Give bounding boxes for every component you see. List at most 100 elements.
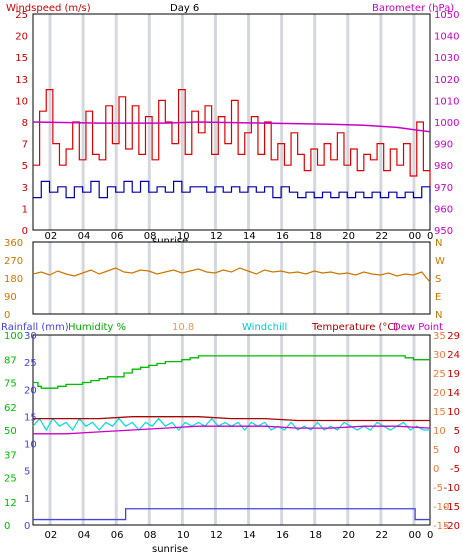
barometer-tick-label: 1040 [434,32,459,43]
rainfall-tick-label: 10 [24,440,37,451]
windspeed-series-line [33,89,431,187]
barometer-tick-label: 980 [434,161,453,172]
wind-panel-x-tick-label: 20 [342,231,355,242]
dewpoint-axis: -20 -15 -10 -5 0 5 10 14 19 24 29 [444,331,460,532]
temperature-series-line [33,416,430,422]
dewpoint-tick-label: -10 [444,483,460,494]
bottom-panel-x-tick-label: 04 [78,530,91,541]
windspeed-tick-label: 8 [22,118,28,129]
direction-degree-tick-label: 0 [4,310,10,321]
wind-panel-x-tick-label: 12 [210,231,223,242]
wind-panel-x-tick-label: 02 [45,231,58,242]
rainfall-tick-label: 30 [24,331,37,342]
temperature-tick-label: -5 [433,483,443,494]
rainfall-tick-label: 5 [24,467,30,478]
dewpoint-tick-label: -20 [444,521,460,532]
direction-degree-tick-label: 90 [4,292,17,303]
direction-degree-tick-label: 270 [4,256,23,267]
temperature-tick-label: 10 [433,426,446,437]
humidity-tick-label: 25 [4,474,17,485]
windspeed-tick-label: 15 [15,53,28,64]
windchill-label: Windchill [242,322,287,333]
direction-degrees-axis: 0 90 180 270 360 [4,238,23,321]
wind-direction-series-line [32,267,431,283]
rainfall-tick-label: 20 [24,385,37,396]
temperature-tick-label: 5 [433,445,439,456]
bottom-panel-x-tick-label: 16 [276,530,289,541]
dewpoint-tick-label: 5 [454,426,460,437]
dewpoint-tick-label: 0 [454,445,460,456]
bottom-panel-gridlines [48,335,416,525]
dewpoint-tick-label: 10 [447,407,460,418]
dewpoint-tick-label: -5 [450,464,460,475]
direction-compass-tick-label: N [435,310,442,321]
dewpoint-tick-label: -15 [444,502,460,513]
direction-degree-tick-label: 180 [4,274,23,285]
direction-degree-tick-label: 360 [4,238,23,249]
rainfall-tick-label: 1 [24,494,30,505]
wind-panel-x-tick-labels: 02 04 06 08 10 12 14 16 18 20 22 00 0 [45,231,434,242]
direction-compass-tick-label: S [435,274,441,285]
rainfall-series-line [33,508,430,521]
temperature-label: Temperature (°C) [311,322,398,333]
dewpoint-label: Dew Point [393,322,443,333]
windspeed-average-series-line [33,180,431,203]
wind-panel-x-tick-label: 18 [309,231,322,242]
windspeed-tick-label: 25 [15,10,28,21]
direction-compass-tick-label: E [435,292,441,303]
barometer-tick-label: 1000 [434,118,459,129]
value-label: 10.8 [172,322,194,333]
barometer-tick-label: 1020 [434,75,459,86]
humidity-series-line [33,355,430,389]
wind-panel-x-tick-label: 08 [144,231,157,242]
barometer-tick-label: 990 [434,140,453,151]
humidity-tick-label: 37 [4,451,17,462]
windspeed-tick-label: 10 [15,96,28,107]
bottom-panel-x-tick-label: 02 [45,530,58,541]
temperature-tick-label: 30 [433,350,446,361]
barometer-tick-label: 970 [434,183,453,194]
windspeed-label: Windspeed (m/s) [6,3,91,14]
windspeed-tick-label: 5 [22,161,28,172]
windspeed-tick-label: 7 [22,140,28,151]
humidity-tick-label: 100 [4,331,23,342]
wind-panel-x-tick-label: 0 [427,231,433,242]
windspeed-tick-label: 3 [22,183,28,194]
dewpoint-tick-label: 29 [447,331,460,342]
humidity-tick-label: 75 [4,379,17,390]
wind-panel-x-tick-label: 22 [375,231,388,242]
direction-panel-series [32,267,431,283]
humidity-label: Humidity % [68,322,126,333]
temperature-tick-label: 35 [433,331,446,342]
barometer-label: Barometer (hPa) [372,3,454,14]
bottom-panel-x-tick-label: 10 [177,530,190,541]
direction-panel-plot-area [33,242,430,314]
rainfall-tick-label: 0 [24,521,30,532]
wind-panel-x-tick-label: 06 [111,231,124,242]
barometer-tick-label: 950 [434,226,453,237]
bottom-panel-x-tick-label: 0 [427,530,433,541]
bottom-panel-x-tick-label: 14 [243,530,256,541]
bottom-panel-x-tick-label: 06 [111,530,124,541]
humidity-tick-label: 12 [4,498,17,509]
bottom-panel-x-tick-label: 20 [342,530,355,541]
temperature-tick-label: 20 [433,388,446,399]
windspeed-tick-label: 0 [22,226,28,237]
sunrise-label-bottom: sunrise [152,544,188,555]
humidity-tick-label: 62 [4,403,17,414]
dewpoint-series-line [33,425,431,435]
temperature-tick-label: 15 [433,407,446,418]
dewpoint-tick-label: 19 [447,369,460,380]
direction-compass-tick-label: W [435,256,445,267]
temperature-axis: -15 -10 -5 0 5 10 15 20 25 30 35 [433,331,449,532]
dewpoint-tick-label: 14 [447,388,460,399]
humidity-tick-label: 87 [4,356,17,367]
